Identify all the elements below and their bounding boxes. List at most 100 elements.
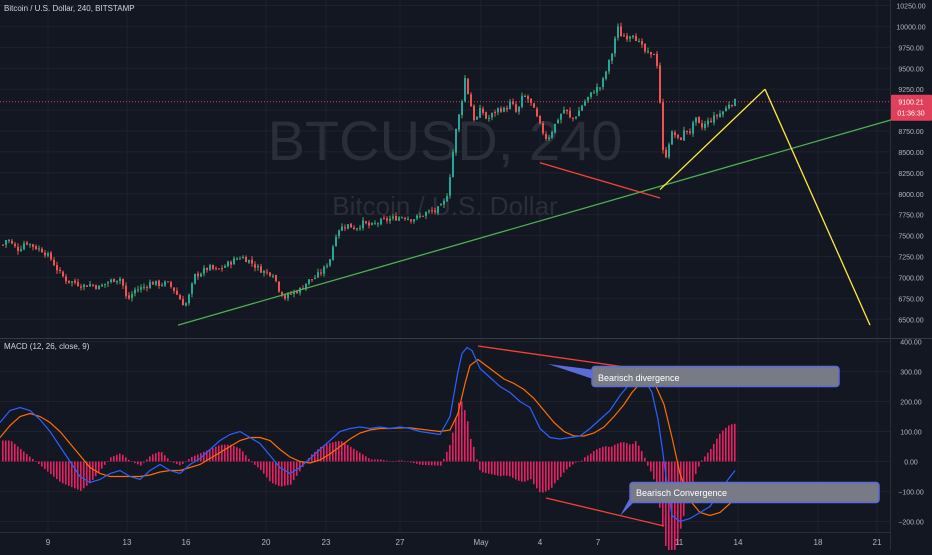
price-tag-background xyxy=(891,94,932,121)
candle-body xyxy=(218,268,220,270)
candle-body xyxy=(209,265,211,270)
time-tick-label: 23 xyxy=(322,538,331,547)
histogram-bar xyxy=(710,448,712,462)
histogram-bar xyxy=(182,461,184,465)
candle-body xyxy=(185,303,187,306)
candle-body xyxy=(650,51,652,55)
histogram-bar xyxy=(23,451,25,462)
candle-body xyxy=(590,92,592,97)
histogram-bar xyxy=(17,446,19,462)
candle-body xyxy=(347,224,349,229)
candle-body xyxy=(275,275,277,282)
histogram-bar xyxy=(236,447,238,462)
macd-divergence-trendline[interactable] xyxy=(477,345,633,369)
candle-body xyxy=(215,268,217,270)
green-trendline[interactable] xyxy=(177,118,894,326)
candle-body xyxy=(11,240,13,244)
candle-body xyxy=(287,293,289,299)
candle-body xyxy=(326,265,328,267)
candle-body xyxy=(719,113,721,117)
time-tick-label: 11 xyxy=(675,538,684,547)
candle-body xyxy=(434,210,436,212)
histogram-bar xyxy=(617,443,619,462)
candle-body xyxy=(32,244,34,247)
candle-body xyxy=(506,108,508,110)
macd-convergence-trendline[interactable] xyxy=(545,497,665,527)
price-tick-label: 6750.00 xyxy=(898,296,923,303)
price-tick-label: 8750.00 xyxy=(898,129,923,136)
candle-body xyxy=(416,215,418,219)
histogram-bar xyxy=(374,459,376,462)
histogram-bar xyxy=(656,461,658,496)
histogram-bar xyxy=(371,459,373,462)
price-tick-label: 9250.00 xyxy=(898,87,923,94)
histogram-bar xyxy=(560,461,562,478)
candle-body xyxy=(728,104,730,109)
histogram-bar xyxy=(689,461,691,491)
histogram-bar xyxy=(701,460,703,462)
histogram-bar xyxy=(590,453,592,462)
candle-body xyxy=(713,115,715,123)
histogram-bar xyxy=(551,461,553,488)
candle-body xyxy=(722,111,724,115)
histogram-bar xyxy=(707,452,709,462)
candle-body xyxy=(47,253,49,256)
histogram-bar xyxy=(50,461,52,475)
red-trendline[interactable] xyxy=(539,162,661,199)
histogram-bar xyxy=(512,461,514,478)
callout-divergence[interactable]: Bearisch divergence xyxy=(548,364,840,388)
callout-convergence-box[interactable] xyxy=(629,481,880,504)
histogram-bar xyxy=(458,402,460,462)
macd-axis[interactable]: 400.00 300.00 200.00 100.00 0.00 −100.00 −200.… xyxy=(898,340,924,527)
candle-body xyxy=(182,299,184,306)
candle-body xyxy=(113,278,115,283)
yellow-trendline[interactable] xyxy=(764,88,871,326)
drawing-trendlines[interactable] xyxy=(177,88,894,326)
histogram-bar xyxy=(233,445,235,462)
candle-body xyxy=(680,137,682,141)
histogram-bar xyxy=(599,448,601,462)
candle-body xyxy=(653,54,655,56)
histogram-bar xyxy=(11,441,13,462)
histogram-bar xyxy=(326,444,328,462)
histogram-bar xyxy=(260,461,262,470)
histogram-bar xyxy=(596,449,598,462)
histogram-bar xyxy=(455,417,457,462)
histogram-bar xyxy=(476,459,478,462)
candle-body xyxy=(554,123,556,133)
candle-body xyxy=(83,284,85,288)
candle-body xyxy=(71,281,73,283)
histogram-bar xyxy=(158,451,160,462)
histogram-bar xyxy=(698,461,700,467)
symbol-title[interactable]: Bitcoin / U.S. Dollar, 240, BITSTAMP xyxy=(4,4,135,13)
yellow-trendline[interactable] xyxy=(659,88,766,191)
macd-tick-label: −200.00 xyxy=(898,520,924,527)
candle-body xyxy=(110,279,112,283)
callout-convergence[interactable]: Bearisch Convergence xyxy=(620,481,880,517)
candle-body xyxy=(674,132,676,136)
histogram-bar xyxy=(611,446,613,462)
histogram-bar xyxy=(155,453,157,462)
histogram-bar xyxy=(473,446,475,462)
price-tick-label: 7250.00 xyxy=(898,255,923,262)
callout-divergence-pointer xyxy=(548,364,596,380)
candle-body xyxy=(296,291,298,294)
candle-body xyxy=(641,41,643,45)
histogram-bar xyxy=(500,461,502,477)
candle-body xyxy=(14,244,16,247)
histogram-bar xyxy=(353,448,355,462)
time-axis[interactable]: 9 13 16 20 23 27 May 4 7 11 14 18 21 xyxy=(46,538,882,547)
candle-body xyxy=(251,259,253,264)
histogram-bar xyxy=(122,454,124,462)
macd-title[interactable]: MACD (12, 26, close, 9) xyxy=(4,342,90,351)
callout-divergence-box[interactable] xyxy=(591,365,840,388)
candle-body xyxy=(170,282,172,287)
histogram-bar xyxy=(497,461,499,476)
histogram-bar xyxy=(62,461,64,484)
histogram-bar xyxy=(110,457,112,462)
candle-body xyxy=(137,289,139,291)
histogram-bar xyxy=(593,451,595,462)
histogram-bar xyxy=(623,442,625,462)
candle-body xyxy=(482,108,484,113)
histogram-bar xyxy=(572,461,574,465)
